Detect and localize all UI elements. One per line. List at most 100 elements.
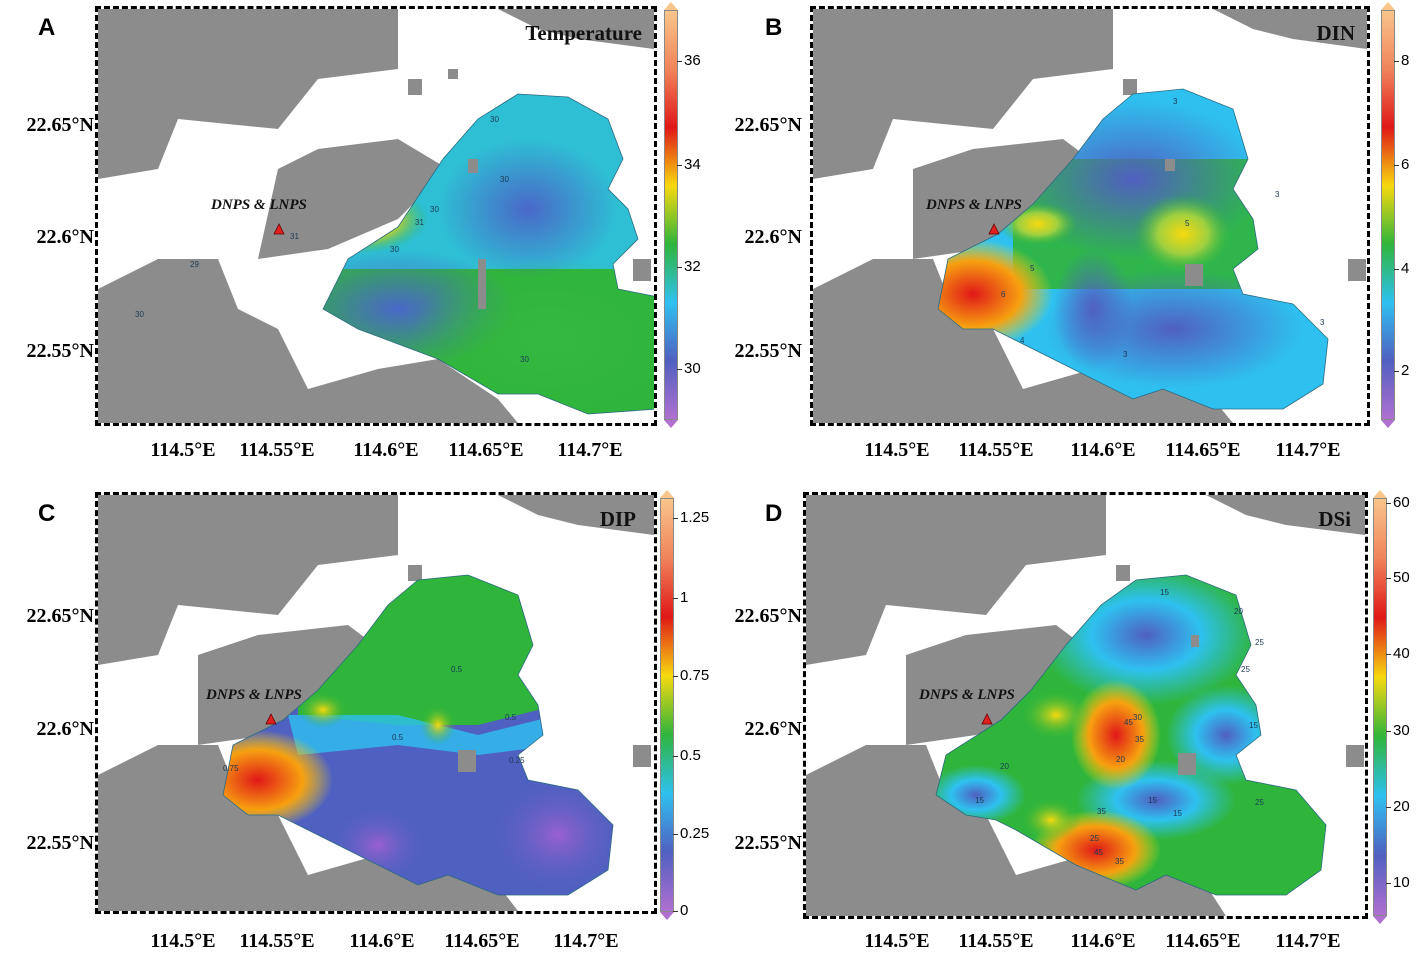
contour-label: 30 xyxy=(390,245,399,254)
site-marker-icon xyxy=(265,713,277,725)
panel-title: DIP xyxy=(599,507,636,531)
contour-label: 30 xyxy=(490,115,499,124)
colorbar-tick: 30 xyxy=(1386,722,1410,739)
x-tick: 114.55°E xyxy=(958,439,1034,461)
contour-label: 0.5 xyxy=(451,665,463,674)
contour-label: 0.5 xyxy=(505,713,517,722)
colorbar xyxy=(664,10,678,420)
contour-label: 29 xyxy=(190,260,199,269)
colorbar-tick: 0.75 xyxy=(672,667,710,684)
x-tick: 114.65°E xyxy=(444,930,520,952)
contour-label: 15 xyxy=(1148,796,1157,805)
y-tick: 22.6°N xyxy=(744,718,802,740)
colorbar-tick: 10 xyxy=(1386,874,1410,891)
y-tick: 22.65°N xyxy=(734,605,802,627)
x-tick: 114.7°E xyxy=(1275,930,1341,952)
y-tick: 22.65°N xyxy=(734,114,802,136)
site-label: DNPS & LNPS xyxy=(211,197,307,213)
site-label: DNPS & LNPS xyxy=(926,197,1022,213)
contour-label: 20 xyxy=(1234,607,1243,616)
x-tick: 114.55°E xyxy=(958,930,1034,952)
colorbar-tick: 60 xyxy=(1386,494,1410,511)
contour-label: 35 xyxy=(1097,807,1106,816)
contour-label: 25 xyxy=(1255,798,1264,807)
site-label: DNPS & LNPS xyxy=(919,687,1015,703)
colorbar-tick: 20 xyxy=(1386,798,1410,815)
y-tick: 22.55°N xyxy=(734,340,802,362)
y-tick: 22.55°N xyxy=(734,832,802,854)
panel-letter: D xyxy=(765,500,783,527)
y-tick: 22.55°N xyxy=(26,340,94,362)
contour-label: 15 xyxy=(1173,809,1182,818)
panel-title: Temperature xyxy=(525,21,642,45)
colorbar-tick: 40 xyxy=(1386,645,1410,662)
colorbar xyxy=(1381,10,1395,420)
panel-title: DSi xyxy=(1318,507,1351,531)
contour-label: 30 xyxy=(520,355,529,364)
colorbar-tick: 1.25 xyxy=(672,509,710,526)
y-tick: 22.6°N xyxy=(744,226,802,248)
x-tick: 114.5°E xyxy=(864,439,930,461)
contour-label: 3 xyxy=(1320,318,1325,327)
contour-label: 30 xyxy=(135,310,144,319)
colorbar-tick: 32 xyxy=(677,258,701,275)
y-tick: 22.6°N xyxy=(36,718,94,740)
colorbar-tick: 30 xyxy=(677,360,701,377)
contour-label: 15 xyxy=(1249,721,1258,730)
x-tick: 114.6°E xyxy=(349,930,415,952)
colorbar-tick: 4 xyxy=(1393,260,1410,277)
x-tick: 114.6°E xyxy=(1070,439,1136,461)
colorbar-tick: 50 xyxy=(1386,569,1410,586)
colorbar-tick: 34 xyxy=(677,156,701,173)
site-marker-icon xyxy=(988,223,1000,235)
y-tick: 22.65°N xyxy=(26,114,94,136)
contour-label: 31 xyxy=(290,232,299,241)
contour-label: 5 xyxy=(1030,264,1035,273)
colorbar-tick: 0 xyxy=(672,902,689,919)
contour-label: 3 xyxy=(1275,190,1280,199)
x-tick: 114.65°E xyxy=(448,439,524,461)
contour-label: 35 xyxy=(1115,857,1124,866)
contour-label: 25 xyxy=(1241,665,1250,674)
contour-label: 4 xyxy=(1020,336,1025,345)
contour-label: 25 xyxy=(1090,834,1099,843)
x-tick: 114.7°E xyxy=(1275,439,1341,461)
map-canvas xyxy=(98,495,654,911)
colorbar-tick: 2 xyxy=(1393,362,1410,379)
contour-label: 35 xyxy=(1135,735,1144,744)
map-frame: Temperature DNPS & LNPS xyxy=(95,6,657,426)
x-tick: 114.65°E xyxy=(1165,930,1241,952)
contour-label: 20 xyxy=(1116,755,1125,764)
contour-label: 31 xyxy=(415,218,424,227)
colorbar-tick: 0.5 xyxy=(673,747,701,764)
contour-label: 30 xyxy=(500,175,509,184)
colorbar-tick: 1 xyxy=(672,589,689,606)
colorbar-tick: 0.25 xyxy=(672,825,710,842)
contour-label: 3 xyxy=(1173,97,1178,106)
colorbar-tick: 8 xyxy=(1393,52,1410,69)
panel-letter: A xyxy=(38,14,56,41)
contour-label: 0.25 xyxy=(509,756,525,765)
y-tick: 22.6°N xyxy=(36,226,94,248)
panel-title: DIN xyxy=(1316,21,1355,45)
panel-letter: B xyxy=(765,14,783,41)
contour-label: 15 xyxy=(975,796,984,805)
x-tick: 114.5°E xyxy=(864,930,930,952)
contour-label: 30 xyxy=(1133,713,1142,722)
colorbar-tick: 36 xyxy=(677,52,701,69)
map-frame: DSi DNPS & LNPS xyxy=(803,492,1368,919)
map-frame: DIP DNPS & LNPS xyxy=(95,492,657,914)
panel-letter: C xyxy=(38,500,56,527)
site-marker-icon xyxy=(981,713,993,725)
site-label: DNPS & LNPS xyxy=(206,687,302,703)
map-canvas xyxy=(98,9,654,423)
x-tick: 114.7°E xyxy=(553,930,619,952)
colorbar-tick: 6 xyxy=(1393,156,1410,173)
x-tick: 114.65°E xyxy=(1165,439,1241,461)
contour-label: 0.75 xyxy=(223,764,239,773)
contour-label: 45 xyxy=(1094,848,1103,857)
x-tick: 114.55°E xyxy=(239,930,315,952)
x-tick: 114.6°E xyxy=(1070,930,1136,952)
colorbar xyxy=(1373,498,1387,916)
contour-label: 25 xyxy=(1255,638,1264,647)
